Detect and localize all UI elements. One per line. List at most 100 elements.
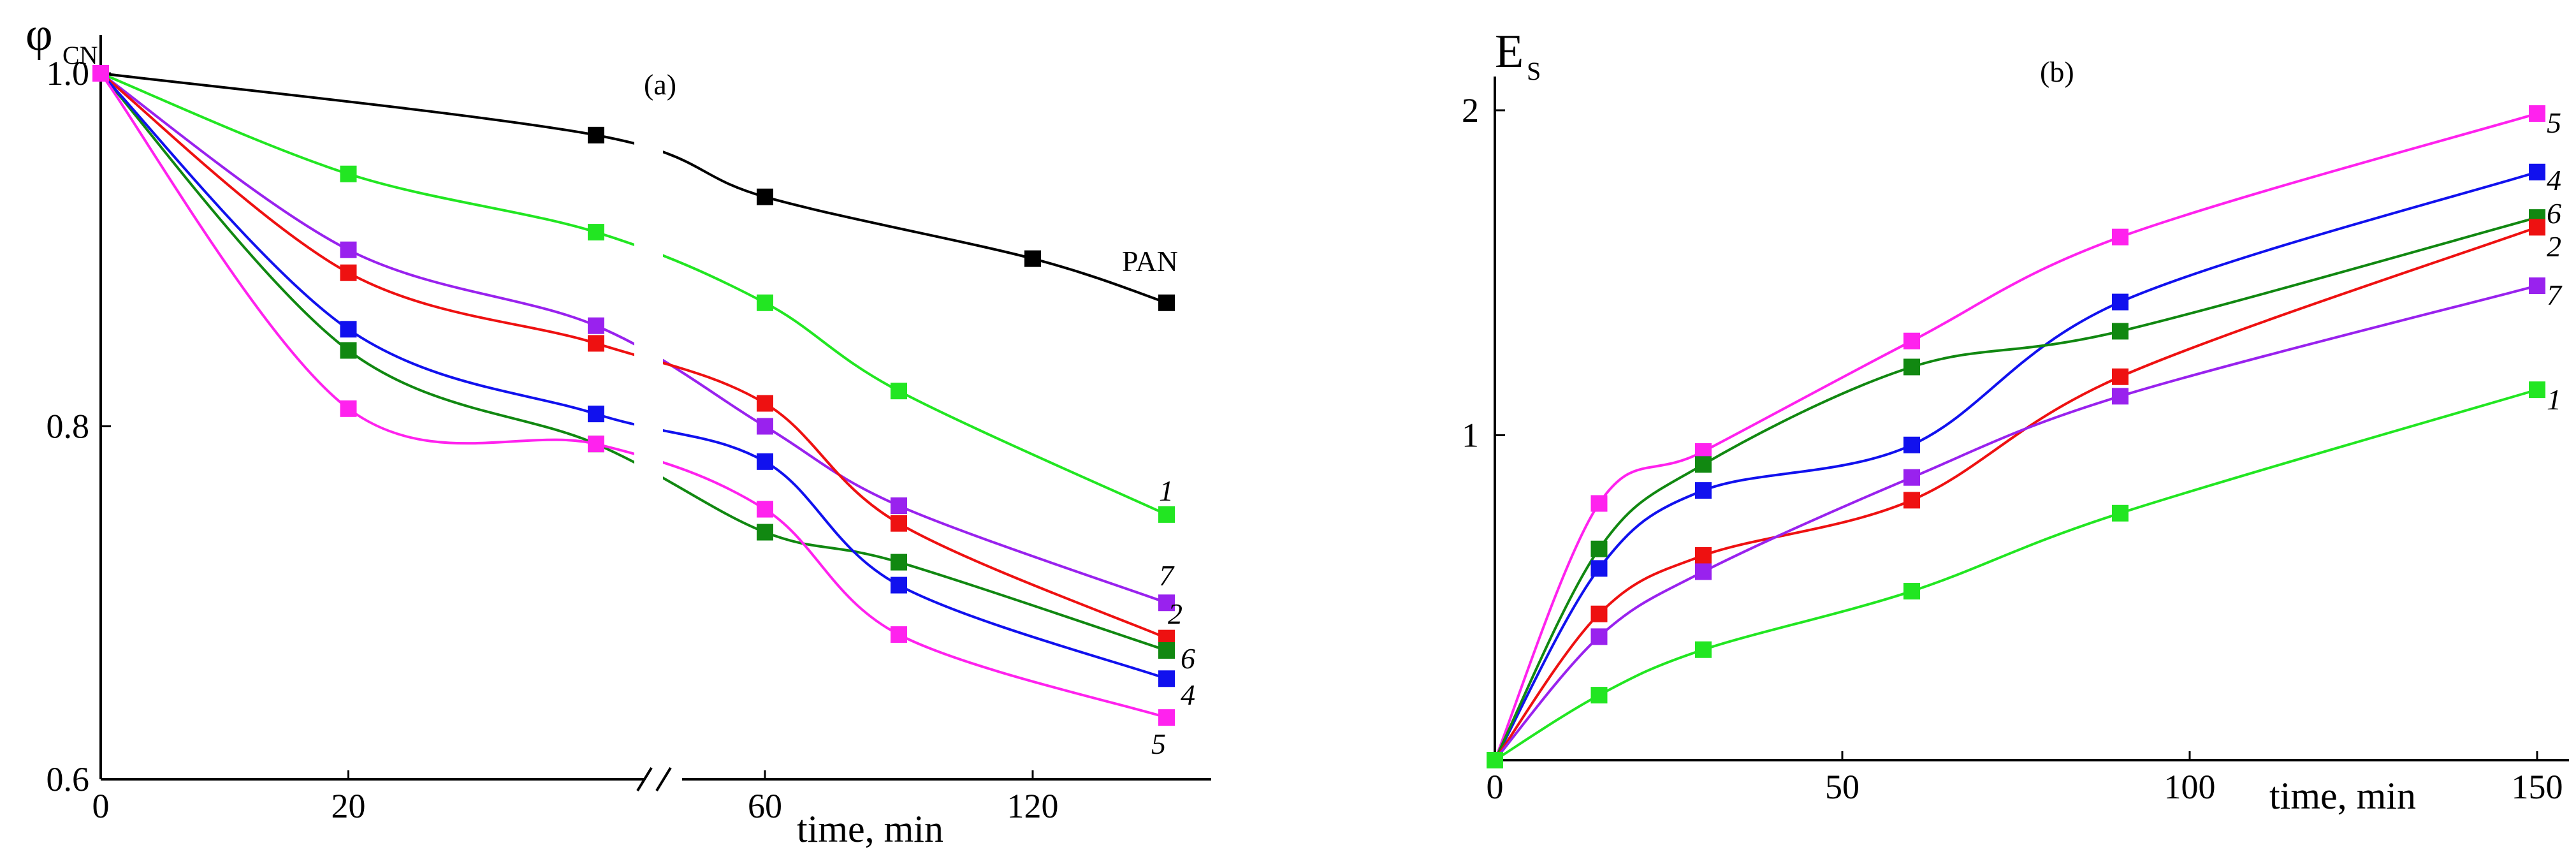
panel-a-point-4	[588, 406, 604, 423]
panel-a-point-6	[757, 524, 773, 541]
panel-a-series-label-6: 6	[1181, 642, 1195, 675]
panel-a-series-label-5: 5	[1151, 728, 1166, 760]
panel-a-point-1	[588, 224, 604, 241]
panel-a-point-7	[588, 317, 604, 334]
panel-a-point-1	[1158, 506, 1175, 523]
panel-b-point-5	[1903, 332, 1920, 349]
panel-b-point-4	[1695, 482, 1712, 499]
panel-a-point-6	[340, 342, 357, 359]
panel-b-point-1	[1695, 641, 1712, 658]
panel-a-point-6	[1158, 642, 1175, 659]
panel-a-point-5	[340, 400, 357, 417]
panel-b-curve-4	[1494, 170, 2538, 761]
panel-a-point-7	[891, 497, 907, 515]
panel-b-point-1	[1903, 583, 1920, 600]
panel-a-x-tick-label: 60	[748, 787, 782, 825]
panel-b-point-1	[2112, 504, 2128, 522]
panel-a-x-tick-label: 0	[92, 787, 110, 825]
panel-a-curve-6	[99, 72, 1167, 652]
panel-a-point-PAN	[757, 188, 773, 205]
panel-b-point-2	[2529, 219, 2545, 236]
panel-a-point-5	[891, 626, 907, 643]
panel-a-y-title-subscript: CN	[62, 41, 98, 70]
panel-a-point-5	[757, 501, 773, 518]
panel-b-series-label-2: 2	[2547, 230, 2561, 263]
panel-a-series-label-1: 1	[1159, 474, 1174, 507]
panel-b-series-label-1: 1	[2547, 383, 2561, 416]
panel-a-point-4	[757, 453, 773, 470]
panel-b-series-label-6: 6	[2547, 197, 2561, 230]
panel-a-point-4	[1158, 670, 1175, 687]
panel-b-point-6	[1590, 540, 1608, 557]
panel-a-label: (a)	[644, 68, 676, 101]
panel-a-point-2	[757, 395, 773, 412]
panel-b-x-tick-label: 0	[1487, 768, 1504, 806]
panel-b-point-1	[1487, 752, 1503, 768]
panel-b-curve-6	[1494, 216, 2538, 761]
panel-b-axes	[1494, 77, 2569, 761]
panel-b-point-7	[2112, 388, 2128, 405]
panel-b-point-6	[2112, 323, 2128, 340]
panel-a-point-2	[891, 515, 907, 532]
panel-b-point-6	[1903, 358, 1920, 376]
panel-a-axes	[99, 35, 1211, 792]
panel-b-x-tick-label: 100	[2164, 768, 2216, 806]
panel-a-curve-PAN	[100, 72, 1167, 304]
panel-b-point-6	[1695, 456, 1712, 473]
panel-a-x-tick-label: 120	[1007, 787, 1059, 825]
panel-a-curve-2	[99, 72, 1167, 640]
panel-b-x-tick-label: 150	[2512, 768, 2563, 806]
panel-a-series-label-4: 4	[1181, 679, 1195, 711]
panel-a-point-1	[757, 294, 773, 311]
panel-b-series-label-7: 7	[2547, 279, 2563, 311]
panel-b-point-1	[2529, 381, 2545, 399]
panel-b-point-5	[1590, 495, 1608, 512]
panel-b-point-5	[2112, 228, 2128, 246]
panel-b-point-4	[1903, 436, 1920, 453]
panel-b-point-2	[1695, 547, 1712, 564]
panel-a-y-tick-label: 0.6	[47, 760, 90, 798]
panel-a-axis-break-mark	[636, 767, 653, 792]
panel-a-point-5	[92, 65, 109, 82]
panel-b-point-2	[1590, 605, 1608, 622]
fitted-curves	[99, 72, 2538, 761]
panel-b-point-7	[1695, 563, 1712, 580]
panel-b-point-2	[2112, 368, 2128, 385]
data-points	[92, 65, 2545, 768]
panel-a-point-5	[588, 436, 604, 453]
panel-b-point-1	[1590, 687, 1608, 704]
panel-a-point-6	[891, 554, 907, 571]
panel-b-point-7	[2529, 277, 2545, 295]
panel-a-y-tick-label: 0.8	[47, 407, 90, 446]
panel-a-point-PAN	[1158, 294, 1175, 311]
panel-b-series-label-4: 4	[2547, 164, 2561, 196]
panel-a-point-4	[340, 321, 357, 338]
panel-a-y-tick-label: 1.0	[47, 54, 90, 92]
panel-a-axis-break-mark	[655, 767, 672, 792]
panel-b-y-title-subscript: S	[1527, 57, 1541, 85]
panel-a-point-7	[340, 241, 357, 258]
panel-a-point-1	[891, 383, 907, 400]
panel-b-curve-7	[1494, 284, 2538, 761]
panel-b-y-tick-label: 1	[1462, 416, 1479, 454]
panel-a-series-label-2: 2	[1168, 598, 1182, 630]
panel-a-curve-1	[100, 72, 1167, 516]
panel-a-point-4	[891, 576, 907, 594]
panel-b-x-tick-label: 50	[1825, 768, 1859, 806]
panel-b-point-4	[2112, 293, 2128, 311]
panel-a-x-tick-label: 20	[331, 787, 366, 825]
panel-a-point-2	[588, 335, 604, 352]
panel-b-label: (b)	[2040, 55, 2074, 88]
panel-b-point-5	[2529, 105, 2545, 122]
panel-b-point-4	[1590, 560, 1608, 577]
panel-a-point-7	[1158, 594, 1175, 612]
panel-b-y-tick-label: 2	[1462, 91, 1479, 129]
panel-b-y-title: E	[1495, 26, 1524, 78]
panel-b-point-2	[1903, 492, 1920, 509]
panel-a-point-1	[340, 165, 357, 182]
panel-b-x-title: time, min	[2269, 775, 2416, 817]
panel-a-point-PAN	[588, 126, 604, 143]
panel-a-point-2	[340, 264, 357, 281]
